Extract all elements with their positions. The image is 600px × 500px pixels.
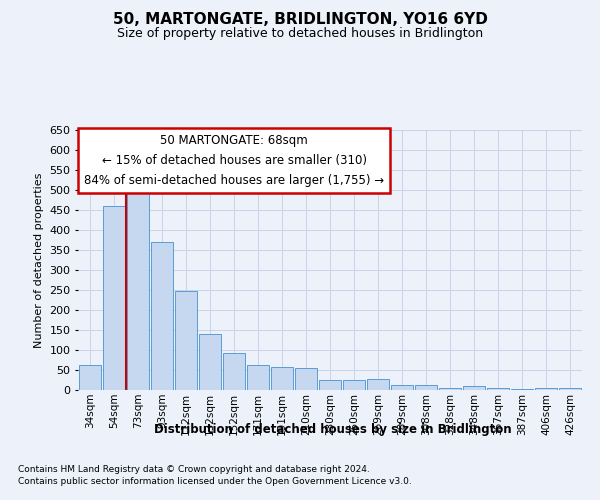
Bar: [247, 365, 269, 390]
Bar: [175, 291, 197, 390]
Bar: [391, 385, 413, 390]
Bar: [367, 379, 389, 390]
Bar: [487, 388, 509, 390]
Bar: [295, 368, 317, 390]
Text: Contains HM Land Registry data © Crown copyright and database right 2024.: Contains HM Land Registry data © Crown c…: [18, 465, 370, 474]
Bar: [415, 385, 437, 390]
Bar: [103, 206, 125, 390]
Text: 50, MARTONGATE, BRIDLINGTON, YO16 6YD: 50, MARTONGATE, BRIDLINGTON, YO16 6YD: [113, 12, 487, 28]
Bar: [199, 334, 221, 390]
Text: Size of property relative to detached houses in Bridlington: Size of property relative to detached ho…: [117, 28, 483, 40]
Bar: [271, 367, 293, 390]
Y-axis label: Number of detached properties: Number of detached properties: [34, 172, 44, 348]
Bar: [79, 365, 101, 390]
Text: 50 MARTONGATE: 68sqm
← 15% of detached houses are smaller (310)
84% of semi-deta: 50 MARTONGATE: 68sqm ← 15% of detached h…: [84, 134, 385, 187]
Text: Contains public sector information licensed under the Open Government Licence v3: Contains public sector information licen…: [18, 478, 412, 486]
Bar: [439, 388, 461, 390]
Bar: [127, 182, 149, 390]
Bar: [535, 388, 557, 390]
Bar: [343, 380, 365, 390]
Bar: [151, 242, 173, 390]
Bar: [559, 388, 581, 390]
Bar: [463, 386, 485, 390]
Bar: [223, 353, 245, 390]
Bar: [511, 389, 533, 390]
Bar: [319, 380, 341, 390]
Text: Distribution of detached houses by size in Bridlington: Distribution of detached houses by size …: [154, 422, 512, 436]
